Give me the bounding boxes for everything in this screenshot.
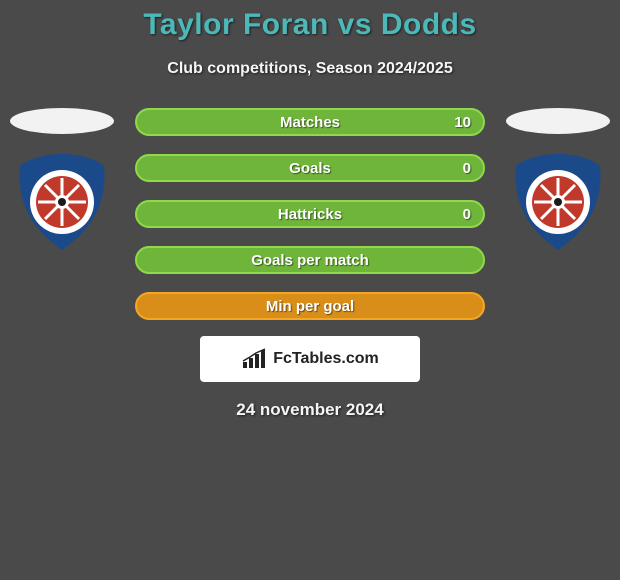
stat-label: Matches [280,114,340,131]
stats-list: Matches 10 Goals 0 Hattricks 0 Goals per match… [135,108,485,320]
attribution-badge: FcTables.com [200,336,420,382]
club-badge-left [12,152,112,252]
stat-label: Hattricks [278,206,342,223]
club-badge-right [508,152,608,252]
date-label: 24 november 2024 [0,400,620,420]
subtitle: Club competitions, Season 2024/2025 [0,60,620,78]
player-left-avatar [10,108,114,134]
stat-value-right: 0 [463,206,471,223]
stat-value-right: 10 [454,114,471,131]
stat-label: Goals per match [251,252,369,269]
stat-row: Goals 0 [135,154,485,182]
page-title: Taylor Foran vs Dodds [0,8,620,42]
attribution-text: FcTables.com [273,350,379,368]
shield-icon [508,152,608,252]
stat-row: Goals per match [135,246,485,274]
stat-row: Hattricks 0 [135,200,485,228]
stat-value-right: 0 [463,160,471,177]
shield-icon [12,152,112,252]
bar-chart-icon [241,348,269,370]
stat-label: Min per goal [266,298,354,315]
comparison-card: Taylor Foran vs Dodds Club competitions,… [0,0,620,420]
stat-row: Matches 10 [135,108,485,136]
player-right-avatar [506,108,610,134]
stat-row: Min per goal [135,292,485,320]
stat-label: Goals [289,160,331,177]
body-area: Matches 10 Goals 0 Hattricks 0 Goals per match… [0,108,620,420]
player-right-column [504,108,612,252]
player-left-column [8,108,116,252]
